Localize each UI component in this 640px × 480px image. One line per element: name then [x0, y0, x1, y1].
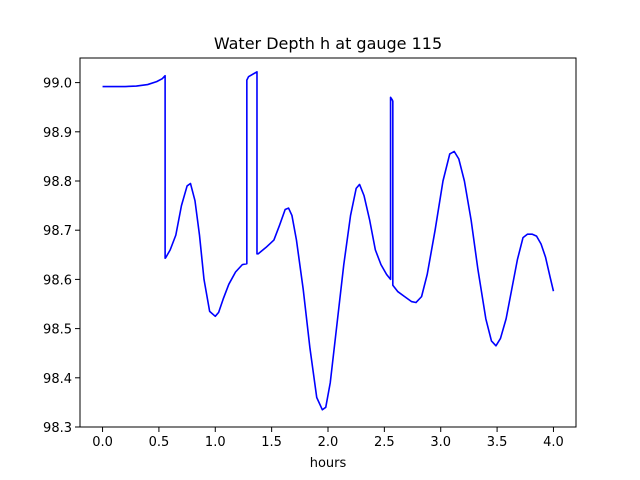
x-tick-label: 0.5 [149, 435, 170, 450]
x-tick-label: 0.0 [92, 435, 113, 450]
x-axis-label: hours [310, 456, 347, 471]
x-tick-label: 2.0 [318, 435, 339, 450]
chart-title: Water Depth h at gauge 115 [214, 34, 442, 53]
y-tick-label: 98.4 [43, 372, 72, 387]
x-tick-label: 1.5 [261, 435, 282, 450]
y-tick-label: 98.8 [43, 175, 72, 190]
axis-ticks: 0.0 0.5 1.0 1.5 2.0 2.5 3.0 3.5 4.0 98.3 98.4 98.5 9… [43, 77, 564, 450]
x-tick-label: 2.5 [374, 435, 395, 450]
y-tick-label: 98.6 [43, 273, 72, 288]
x-tick-label: 4.0 [543, 435, 564, 450]
series-line [102, 70, 555, 411]
x-tick-label: 1.0 [205, 435, 226, 450]
y-tick-label: 99.0 [43, 77, 72, 92]
x-tick-label: 3.5 [487, 435, 508, 450]
y-tick-label: 98.3 [43, 421, 72, 436]
plot-frame [79, 57, 577, 428]
plot-area [80, 58, 576, 427]
y-tick-label: 98.9 [43, 126, 72, 141]
y-tick-label: 98.7 [43, 224, 72, 239]
x-tick-label: 3.0 [430, 435, 451, 450]
y-tick-label: 98.5 [43, 323, 72, 338]
